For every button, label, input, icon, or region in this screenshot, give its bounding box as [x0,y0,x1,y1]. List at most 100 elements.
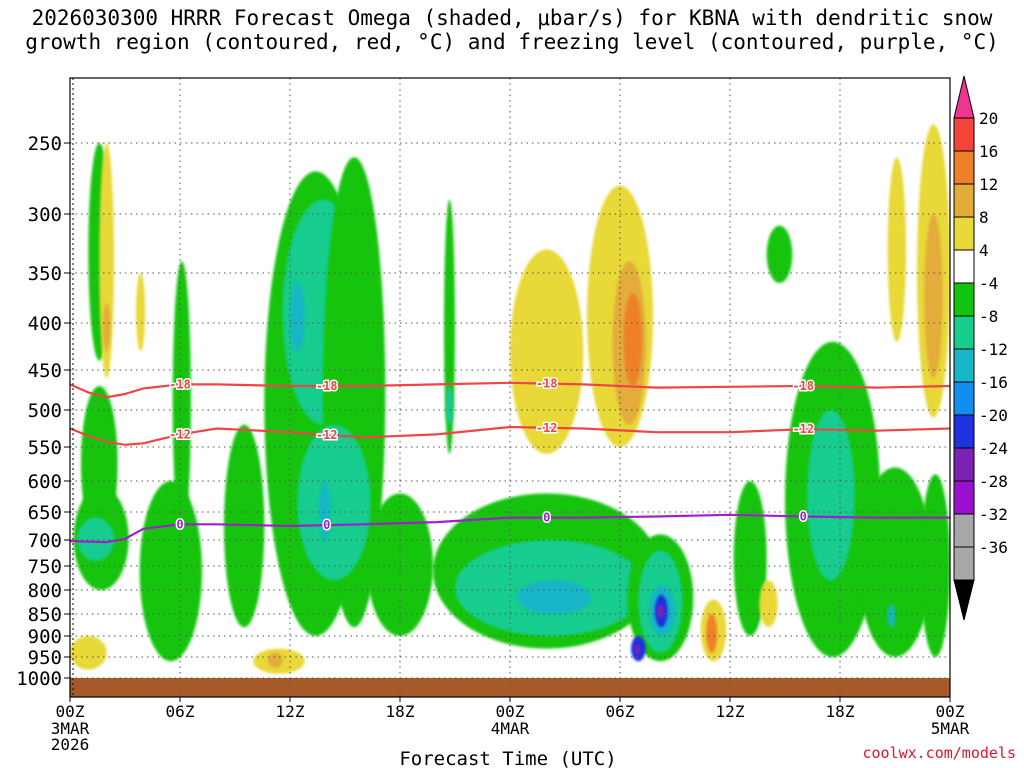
contour-label-2-0: 0 [176,517,183,531]
contour-line-2 [69,513,950,544]
title-line-2: growth region (contoured, red, °C) and f… [25,30,999,54]
x-tick-label-0: 00Z [56,702,85,721]
x-tick-label-7: 18Z [826,702,855,721]
colorbar-segment-10 [953,447,975,482]
y-tick-label-500: 500 [28,400,62,422]
x-tick-label-5: 06Z [606,702,635,721]
x-tick-sublabel-0-1: 2026 [51,735,90,754]
x-tick-label-8: 00Z [936,702,965,721]
contour-label-2-3: 0 [800,510,807,524]
colorbar-segment-9 [953,414,975,449]
x-tick-label-6: 12Z [716,702,745,721]
y-tick-label-400: 400 [28,313,62,335]
colorbar-legend: 20 16 12 8 4 -4 -8 -12 -16 -20 -24 -28 -32 -36 [953,75,1008,621]
colorbar-segment-8 [953,381,975,416]
y-axis: 2503003504004505005506006507007508008509… [16,133,70,690]
omega-region-28 [623,293,642,386]
omega-region-33 [656,604,664,619]
contour-line-1 [69,425,951,446]
x-tick-label-2: 12Z [276,702,305,721]
colorbar-segment-2 [953,183,975,218]
omega-region-39 [759,580,778,628]
x-tick-label-3: 18Z [386,702,415,721]
contour-line-0 [69,381,951,399]
colorbar-segment-4 [953,249,975,284]
omega-region-12 [290,283,305,352]
omega-region-7 [139,480,202,662]
y-tick-label-700: 700 [28,530,62,552]
omega-region-22 [70,636,107,670]
colorbar-segment-grey [953,546,975,581]
credit-text: coolwx.com/models [862,744,1016,762]
x-tick-label-4: 00Z [496,702,525,721]
colorbar-segment-0 [953,117,975,152]
omega-region-43 [858,467,932,657]
ground-level-bar [70,678,950,697]
x-tick-sublabel-0-0: 3MAR [51,719,90,738]
omega-region-21 [517,580,591,614]
omega-region-47 [924,214,943,378]
colorbar-bottom-arrow [953,579,975,621]
x-tick-sublabel-4-0: 4MAR [491,719,530,738]
x-axis-label: Forecast Time (UTC) [399,748,616,768]
colorbar-label-11: -28 [979,472,1008,491]
omega-region-2 [77,517,114,561]
colorbar-label-13: -36 [979,538,1008,557]
omega-region-48 [920,474,950,657]
colorbar-label-9: -20 [979,406,1008,425]
omega-region-17 [444,199,455,454]
contour-label-1-0: -12 [169,427,191,441]
ground-fill [70,678,950,697]
colorbar-label-7: -12 [979,340,1008,359]
colorbar-label-4: 4 [979,241,989,260]
omega-region-4 [99,143,114,378]
contour-label-1-1: -12 [316,428,338,442]
x-tick-label-1: 06Z [166,702,195,721]
y-tick-label-250: 250 [28,133,62,155]
colorbar-segment-6 [953,315,975,350]
colorbar-label-6: -8 [979,307,998,326]
contour-label-0-0: -18 [169,377,191,391]
contour-label-2-1: 0 [323,518,330,532]
colorbar-label-0: 20 [979,109,998,128]
colorbar-segment-7 [953,348,975,383]
colorbar-label-10: -24 [979,439,1008,458]
y-tick-label-900: 900 [28,626,62,648]
colorbar-label-1: 16 [979,142,998,161]
y-tick-label-850: 850 [28,604,62,626]
omega-region-6 [136,273,146,352]
y-tick-label-550: 550 [28,437,62,459]
chart-title: 2026030300 HRRR Forecast Omega (shaded, … [0,6,1024,54]
omega-region-14 [297,424,371,581]
colorbar-label-3: 8 [979,208,989,227]
y-tick-label-600: 600 [28,471,62,493]
omega-region-45 [887,157,906,342]
contour-label-0-2: -18 [536,377,558,391]
contour-label-0-3: -18 [792,379,814,393]
omega-region-38 [733,481,767,636]
omega-region-5 [103,303,111,352]
colorbar-label-8: -16 [979,373,1008,392]
y-tick-label-800: 800 [28,580,62,602]
y-tick-label-1000: 1000 [16,668,62,690]
colorbar-segment-5 [953,282,975,317]
y-tick-label-350: 350 [28,263,62,285]
contour-lines: -18 -18 -18 -18 -12 -12 -12 -12 0 0 0 0 [69,375,951,544]
omega-region-37 [706,614,718,653]
contour-label-1-3: -12 [792,422,814,436]
omega-region-25 [510,249,584,454]
colorbar-top-arrow [953,75,975,119]
colorbar-segment-3 [953,216,975,251]
colorbar-label-12: -32 [979,505,1008,524]
omega-region-24 [268,652,283,668]
colorbar-label-5: -4 [979,274,998,293]
title-line-1: 2026030300 HRRR Forecast Omega (shaded, … [31,6,993,30]
omega-shading [70,124,950,674]
omega-region-18 [445,386,454,425]
omega-region-40 [766,225,793,283]
omega-region-8 [172,261,191,540]
colorbar-segment-1 [953,150,975,185]
omega-region-35 [634,644,641,655]
